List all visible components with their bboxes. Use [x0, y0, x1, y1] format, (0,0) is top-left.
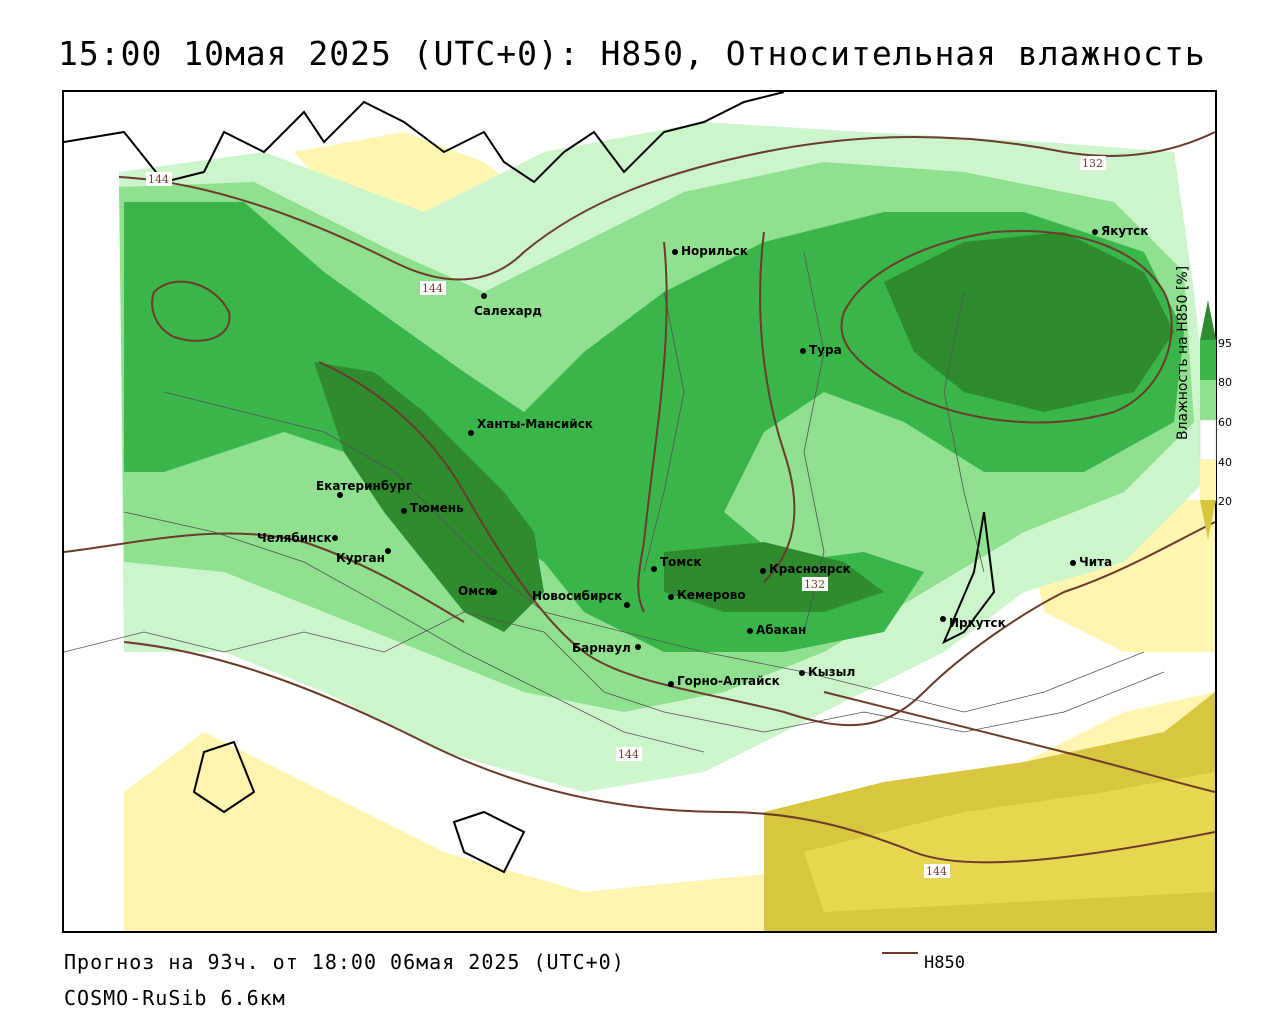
contour-closed-west [151, 280, 231, 342]
city-dot [401, 508, 407, 514]
map-frame: 144 144 132 132 144 144 Норильск Якутск … [62, 90, 1217, 933]
city-label: Абакан [756, 623, 806, 637]
city-dot [332, 535, 338, 541]
h850-contours [64, 131, 1215, 864]
city-dot [668, 594, 674, 600]
city-dot [1070, 560, 1076, 566]
humid-area-very-high-east [884, 232, 1174, 412]
city-label: Ханты-Мансийск [477, 417, 593, 431]
city-label: Норильск [681, 244, 748, 258]
contour-144-north [118, 131, 1215, 281]
contour-meridian [637, 241, 668, 613]
city-label: Курган [336, 551, 385, 565]
contour-label: 132 [804, 578, 825, 591]
colorbar-tick: 20 [1218, 495, 1232, 508]
humidity-colorbar [1199, 300, 1217, 540]
contour-meridian-2 [759, 231, 796, 583]
city-label: Чита [1079, 555, 1112, 569]
city-label: Кемерово [677, 588, 746, 602]
city-dot [337, 492, 343, 498]
colorbar-tick: 80 [1218, 376, 1232, 389]
colorbar-tick: 40 [1218, 456, 1232, 469]
humidity-map: 144 144 132 132 144 144 Норильск Якутск … [64, 92, 1215, 931]
city-dot [760, 568, 766, 574]
city-label: Красноярск [769, 562, 851, 576]
city-label: Иркутск [949, 616, 1006, 630]
city-label: Томск [660, 555, 702, 569]
city-dot [668, 681, 674, 687]
city-dot [491, 589, 497, 595]
contour-144-south [123, 641, 1215, 864]
city-dot [624, 602, 630, 608]
contour-144-sw [64, 532, 465, 623]
contour-label: 132 [1082, 157, 1103, 170]
contour-center [318, 361, 1215, 727]
city-label: Кызыл [808, 665, 855, 679]
contour-label: 144 [148, 173, 169, 186]
colorbar-segment [1200, 340, 1216, 380]
colorbar-segment [1200, 460, 1216, 500]
contour-label: 144 [422, 282, 443, 295]
contour-label: 144 [618, 748, 639, 761]
map-title: 15:00 10мая 2025 (UTC+0): H850, Относите… [58, 34, 1206, 73]
very-dry-area-south [804, 772, 1215, 912]
colorbar-bottom-triangle [1200, 500, 1216, 540]
city-dot [635, 644, 641, 650]
city-label: Барнаул [572, 641, 631, 655]
contour-132-east [840, 230, 1173, 424]
city-dot [468, 430, 474, 436]
city-label: Салехард [474, 304, 542, 318]
forecast-info: Прогноз на 93ч. от 18:00 06мая 2025 (UTC… [64, 950, 625, 974]
city-dot [940, 616, 946, 622]
city-label: Челябинск [257, 531, 332, 545]
colorbar-tick: 95 [1218, 337, 1232, 350]
city-dot [800, 348, 806, 354]
city-dot [385, 548, 391, 554]
colorbar-segment [1200, 380, 1216, 420]
contour-label: 144 [926, 865, 947, 878]
coastlines [64, 92, 996, 874]
city-dot [651, 566, 657, 572]
h850-legend-line [882, 952, 918, 954]
humid-area-very-high-center [664, 542, 884, 612]
colorbar-segment [1199, 419, 1217, 461]
city-dot [672, 249, 678, 255]
h850-legend-label: H850 [924, 953, 965, 973]
colorbar-tick: 60 [1218, 416, 1232, 429]
city-label: Новосибирск [532, 589, 622, 603]
city-dot [1092, 229, 1098, 235]
city-label: Омск [458, 584, 493, 598]
city-label: Горно-Алтайск [677, 674, 780, 688]
region-borders [64, 251, 1165, 753]
city-label: Якутск [1101, 224, 1148, 238]
contour-label-group: 144 144 132 132 144 144 [146, 156, 1106, 878]
model-info: COSMO-RuSib 6.6км [64, 986, 286, 1010]
city-dot [747, 628, 753, 634]
city-dot [481, 293, 487, 299]
city-label: Тюмень [410, 501, 464, 515]
contour-lower [823, 691, 1215, 793]
colorbar-top-triangle [1200, 300, 1216, 340]
city-markers: Норильск Якутск Салехард Тура Ханты-Манс… [257, 224, 1148, 688]
city-label: Екатеринбург [316, 479, 412, 493]
city-dot [799, 670, 805, 676]
colorbar-title: Влажность на H850 [%] [1174, 265, 1191, 440]
city-label: Тура [809, 343, 842, 357]
